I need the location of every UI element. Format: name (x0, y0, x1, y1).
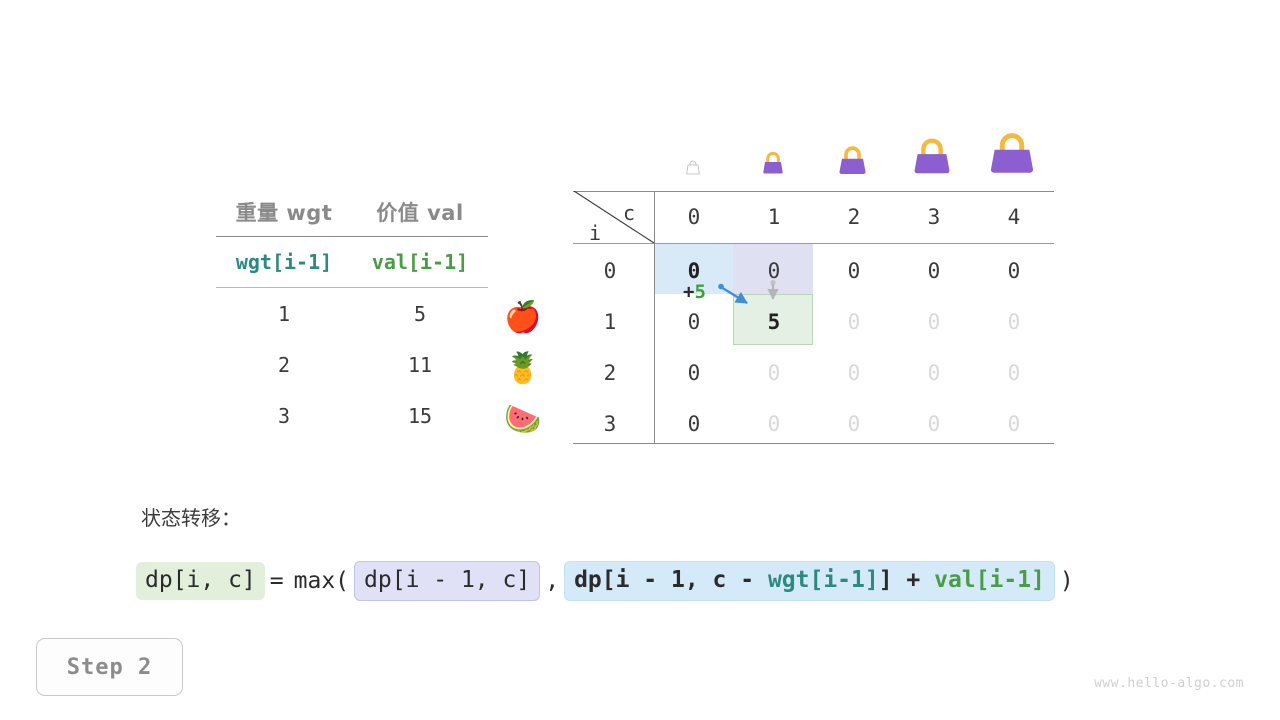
dp-cell-1-4: 0 (1007, 310, 1021, 334)
items-subheader-val: val[i-1] (371, 250, 469, 274)
dp-cell-1-3: 0 (927, 310, 941, 334)
formula-token-val: val[i-1] (934, 567, 1045, 593)
corner-diagonal-line (573, 191, 655, 244)
apple-icon: 🍎 (504, 300, 542, 335)
gain-sign: + (683, 281, 695, 303)
dp-table-header-border (573, 243, 1054, 244)
bag-icon-4 (990, 133, 1034, 173)
dp-cell-0-0: 0 (687, 259, 701, 283)
dp-col-header-0: 0 (687, 205, 701, 229)
formula-lhs: dp[i, c] (136, 562, 265, 600)
bag-icon-1 (763, 151, 783, 174)
dp-cell-0-2: 0 (847, 259, 861, 283)
item-weight: 1 (277, 301, 291, 326)
dp-cell-3-2: 0 (847, 412, 861, 436)
formula-arg-take: dp[i - 1, c - wgt[i-1]] + val[i-1] (564, 561, 1055, 601)
dp-row-header-0: 0 (603, 259, 617, 283)
dp-cell-1-1: 5 (767, 310, 781, 334)
dp-col-header-2: 2 (847, 205, 861, 229)
dp-cell-1-2: 0 (847, 310, 861, 334)
item-value: 11 (407, 352, 433, 377)
dp-cell-3-0: 0 (687, 412, 701, 436)
transition-formula: dp[i, c] = max( dp[i - 1, c] , dp[i - 1,… (136, 557, 1079, 605)
transition-label: 状态转移： (141, 506, 241, 530)
formula-token-wgt: wgt[i-1] (767, 567, 879, 593)
items-table-subheader-row: wgt[i-1] val[i-1] (216, 237, 488, 288)
items-header-weight: 重量 wgt (235, 200, 333, 225)
formula-max-open: max( (293, 568, 350, 594)
dp-table-vertical-divider (654, 191, 655, 443)
item-weight: 2 (277, 352, 291, 377)
dp-row-header-2: 2 (603, 361, 617, 385)
items-table-row: 2 11 (216, 339, 488, 390)
dp-cell-3-3: 0 (927, 412, 941, 436)
watermark: www.hello-algo.com (1094, 676, 1244, 691)
gain-value: 5 (694, 281, 706, 303)
gain-annotation: +5 (683, 283, 706, 302)
items-subheader-wgt: wgt[i-1] (235, 250, 333, 274)
corner-label-c: c (623, 201, 636, 225)
formula-arg-skip: dp[i - 1, c] (354, 561, 541, 601)
items-table: 重量 wgt 价值 val wgt[i-1] val[i-1] 1 5 2 11… (216, 190, 542, 441)
pineapple-icon: 🍍 (504, 351, 542, 386)
formula-equals: = (269, 568, 284, 594)
formula-max-close: ) (1059, 568, 1074, 594)
dp-table-bottom-border (573, 443, 1054, 444)
formula-arg-take-mid: ] + (878, 567, 935, 593)
step-badge-label: Step 2 (66, 654, 153, 680)
dp-cell-0-1: 0 (767, 259, 781, 283)
dp-cell-3-4: 0 (1007, 412, 1021, 436)
items-table-row: 1 5 (216, 288, 488, 339)
dp-cell-2-2: 0 (847, 361, 861, 385)
dp-cell-1-0: 0 (687, 310, 701, 334)
corner-label-i: i (589, 221, 602, 245)
dp-cell-0-4: 0 (1007, 259, 1021, 283)
item-value: 15 (407, 403, 433, 428)
dp-col-header-3: 3 (927, 205, 941, 229)
dp-table-top-border (573, 191, 1054, 192)
formula-arg-take-prefix: dp[i - 1, c - (574, 567, 768, 593)
bag-icon-0 (686, 160, 700, 175)
dp-col-header-1: 1 (767, 205, 781, 229)
item-weight: 3 (277, 403, 291, 428)
bag-icon-3 (914, 138, 950, 174)
dp-row-header-3: 3 (603, 412, 617, 436)
transition-arrows (718, 279, 779, 305)
dp-col-header-4: 4 (1007, 205, 1021, 229)
item-value: 5 (413, 301, 427, 326)
items-table-header-row: 重量 wgt 价值 val (216, 190, 488, 237)
dp-cell-0-3: 0 (927, 259, 941, 283)
dp-row-header-1: 1 (603, 310, 617, 334)
dp-cell-2-3: 0 (927, 361, 941, 385)
watermelon-icon: 🍉 (504, 402, 542, 437)
items-table-row: 3 15 (216, 390, 488, 441)
dp-cell-2-4: 0 (1007, 361, 1021, 385)
items-header-value: 价值 val (376, 200, 464, 225)
dp-cell-3-1: 0 (767, 412, 781, 436)
dp-cell-2-1: 0 (767, 361, 781, 385)
formula-comma: , (545, 568, 560, 594)
step-badge: Step 2 (36, 638, 183, 696)
bag-icon-2 (839, 146, 866, 174)
dp-cell-2-0: 0 (687, 361, 701, 385)
